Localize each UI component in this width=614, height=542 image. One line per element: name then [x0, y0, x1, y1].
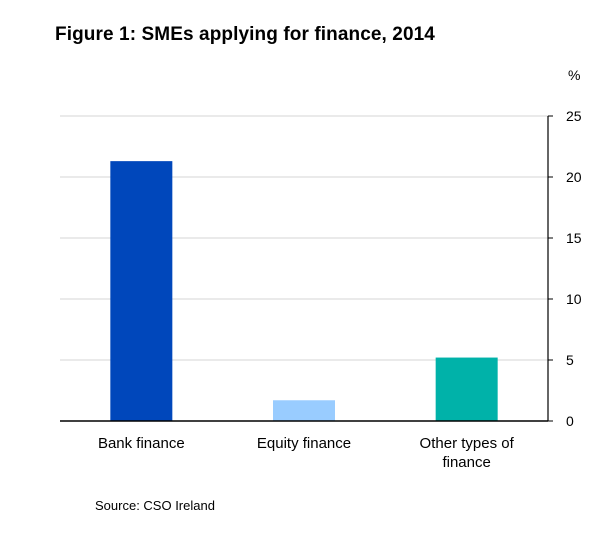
y-tick-label: 0 [566, 413, 574, 429]
source-note: Source: CSO Ireland [95, 498, 215, 513]
y-tick-label: 25 [566, 108, 582, 124]
y-tick-label: 5 [566, 352, 574, 368]
x-tick-label: Bank finance [98, 435, 185, 452]
axis-labels: 0 5 10 15 20 25% Bank finance Equity finance Oth… [98, 67, 582, 471]
chart-title: Figure 1: SMEs applying for finance, 201… [55, 24, 435, 45]
y-tick-label: 15 [566, 230, 582, 246]
y-tick-label: 10 [566, 291, 582, 307]
bars [110, 161, 498, 421]
x-tick-label: Equity finance [257, 435, 351, 452]
x-tick-label: finance [442, 454, 490, 471]
y-tick-label: 20 [566, 169, 582, 185]
y-axis-unit-label: % [568, 67, 580, 83]
x-tick-label: Other types of [420, 435, 515, 452]
bar [435, 357, 498, 421]
bar [273, 400, 335, 421]
bar [110, 161, 173, 421]
axes [60, 115, 553, 422]
